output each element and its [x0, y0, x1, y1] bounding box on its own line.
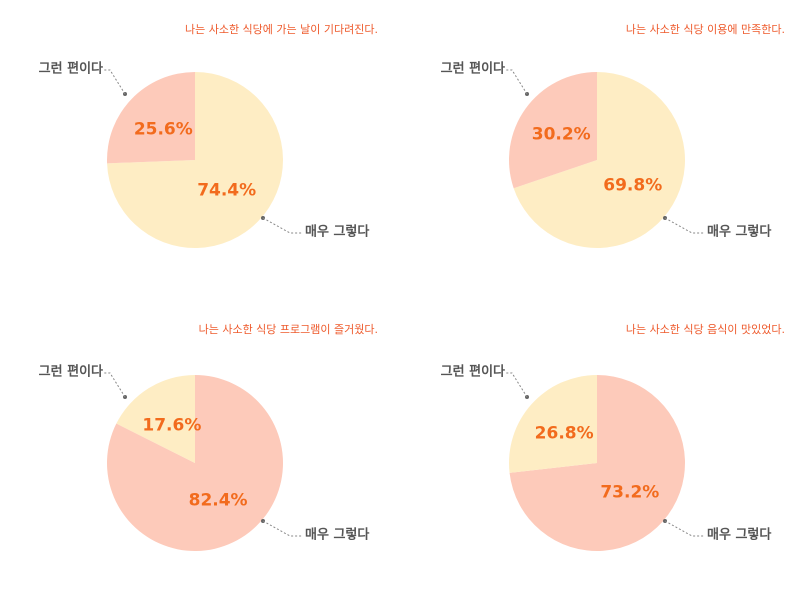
category-label: 매우 그렇다 [305, 527, 369, 543]
category-label: 매우 그렇다 [707, 224, 771, 240]
category-label: 그런 편이다 [441, 61, 505, 77]
leader-line [505, 372, 528, 398]
leader-line [664, 217, 705, 234]
chart-title: 나는 사소한 식당에 가는 날이 기다려진다. [185, 23, 378, 36]
pie-slice [106, 72, 195, 164]
pie-slice [509, 72, 597, 189]
pie-slice [107, 72, 283, 249]
value-label: 26.8% [535, 424, 594, 444]
value-label: 69.8% [603, 176, 662, 196]
pie-slice [509, 375, 597, 473]
leader-line [262, 520, 303, 537]
pie-slice [513, 72, 686, 248]
value-label: 30.2% [532, 124, 591, 144]
chart-title: 나는 사소한 식당 이용에 만족한다. [626, 23, 785, 36]
leader-line [103, 69, 126, 95]
category-label: 그런 편이다 [39, 61, 103, 77]
pie-slice [509, 375, 686, 551]
leader-line [262, 217, 303, 234]
value-label: 73.2% [600, 482, 659, 502]
chart-title: 나는 사소한 식당 프로그램이 즐거웠다. [199, 323, 378, 336]
value-label: 17.6% [142, 416, 201, 436]
category-label: 매우 그렇다 [305, 224, 369, 240]
value-label: 74.4% [197, 181, 256, 201]
category-label: 그런 편이다 [39, 364, 103, 380]
pie-slice [116, 375, 195, 463]
category-label: 매우 그렇다 [707, 527, 771, 543]
category-label: 그런 편이다 [441, 364, 505, 380]
leader-line [664, 520, 705, 537]
leader-line [505, 69, 528, 95]
pie-slice [106, 375, 283, 551]
value-label: 82.4% [189, 490, 248, 510]
leader-line [103, 372, 126, 398]
chart-title: 나는 사소한 식당 음식이 맛있었다. [626, 323, 785, 336]
value-label: 25.6% [134, 119, 193, 139]
